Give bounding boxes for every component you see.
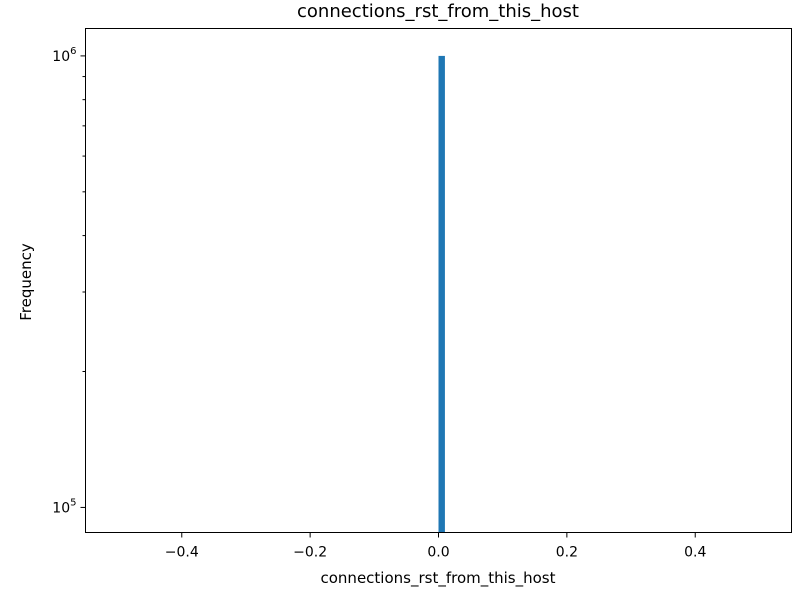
histogram-bar [438,55,445,533]
x-tick-label: 0.0 [427,545,449,561]
y-axis-ticks: 105 106 [52,46,86,516]
x-tick-label: −0.2 [293,545,327,561]
x-tick-label: −0.4 [165,545,199,561]
y-tick-label: 106 [52,46,76,65]
y-axis-label: Frequency [17,243,35,321]
chart-title: connections_rst_from_this_host [297,1,579,22]
x-tick-label: 0.2 [556,545,578,561]
x-tick-label: 0.4 [684,545,706,561]
x-axis-label: connections_rst_from_this_host [321,569,556,588]
y-tick-label: 105 [52,497,76,516]
bars-layer [438,55,445,533]
x-axis-ticks: −0.4 −0.2 0.0 0.2 0.4 [165,532,706,561]
